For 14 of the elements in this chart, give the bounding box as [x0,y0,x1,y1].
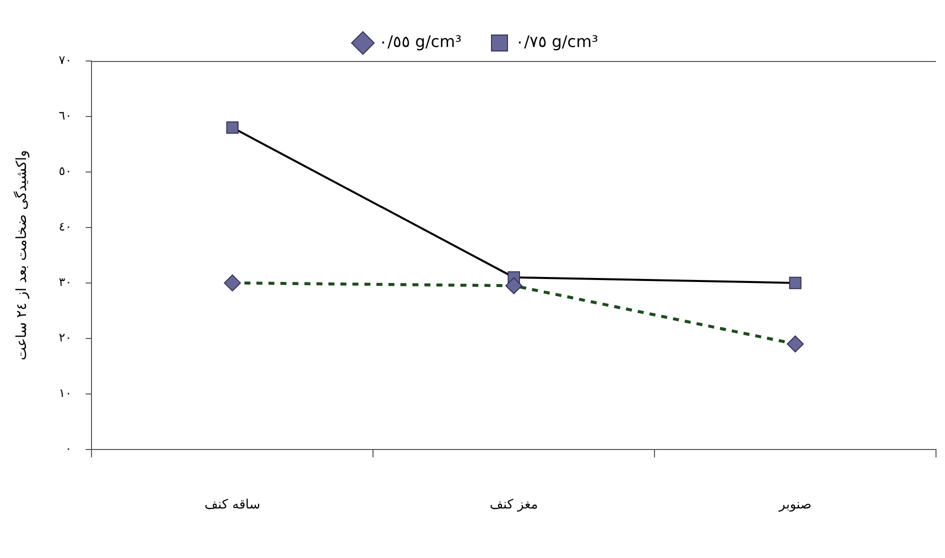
y-tick-label: ٥٠ [58,164,72,178]
y-tick-label: ٦٠ [58,108,72,123]
y-tick-label: ٣٠ [58,275,72,290]
x-tick-label: ساقه کنف [204,498,260,513]
y-tick-label: ٤٠ [58,220,72,234]
y-tick-label: ٢٠ [58,330,72,345]
legend-label: ٠/٥٥ g/cm³ [378,32,462,52]
y-tick-label: ٠ [65,442,72,456]
x-tick-label: صنوبر [778,498,812,513]
y-tick-label: ١٠ [58,386,72,400]
y-tick-label: ٧٠ [58,53,72,68]
x-tick-label: مغز کنف [490,498,538,513]
legend-label: ٠/٧٥ g/cm³ [516,32,598,52]
y-axis-title: واکشیدگی ضخامت بعد از ٢٤ ساعت [13,150,30,360]
